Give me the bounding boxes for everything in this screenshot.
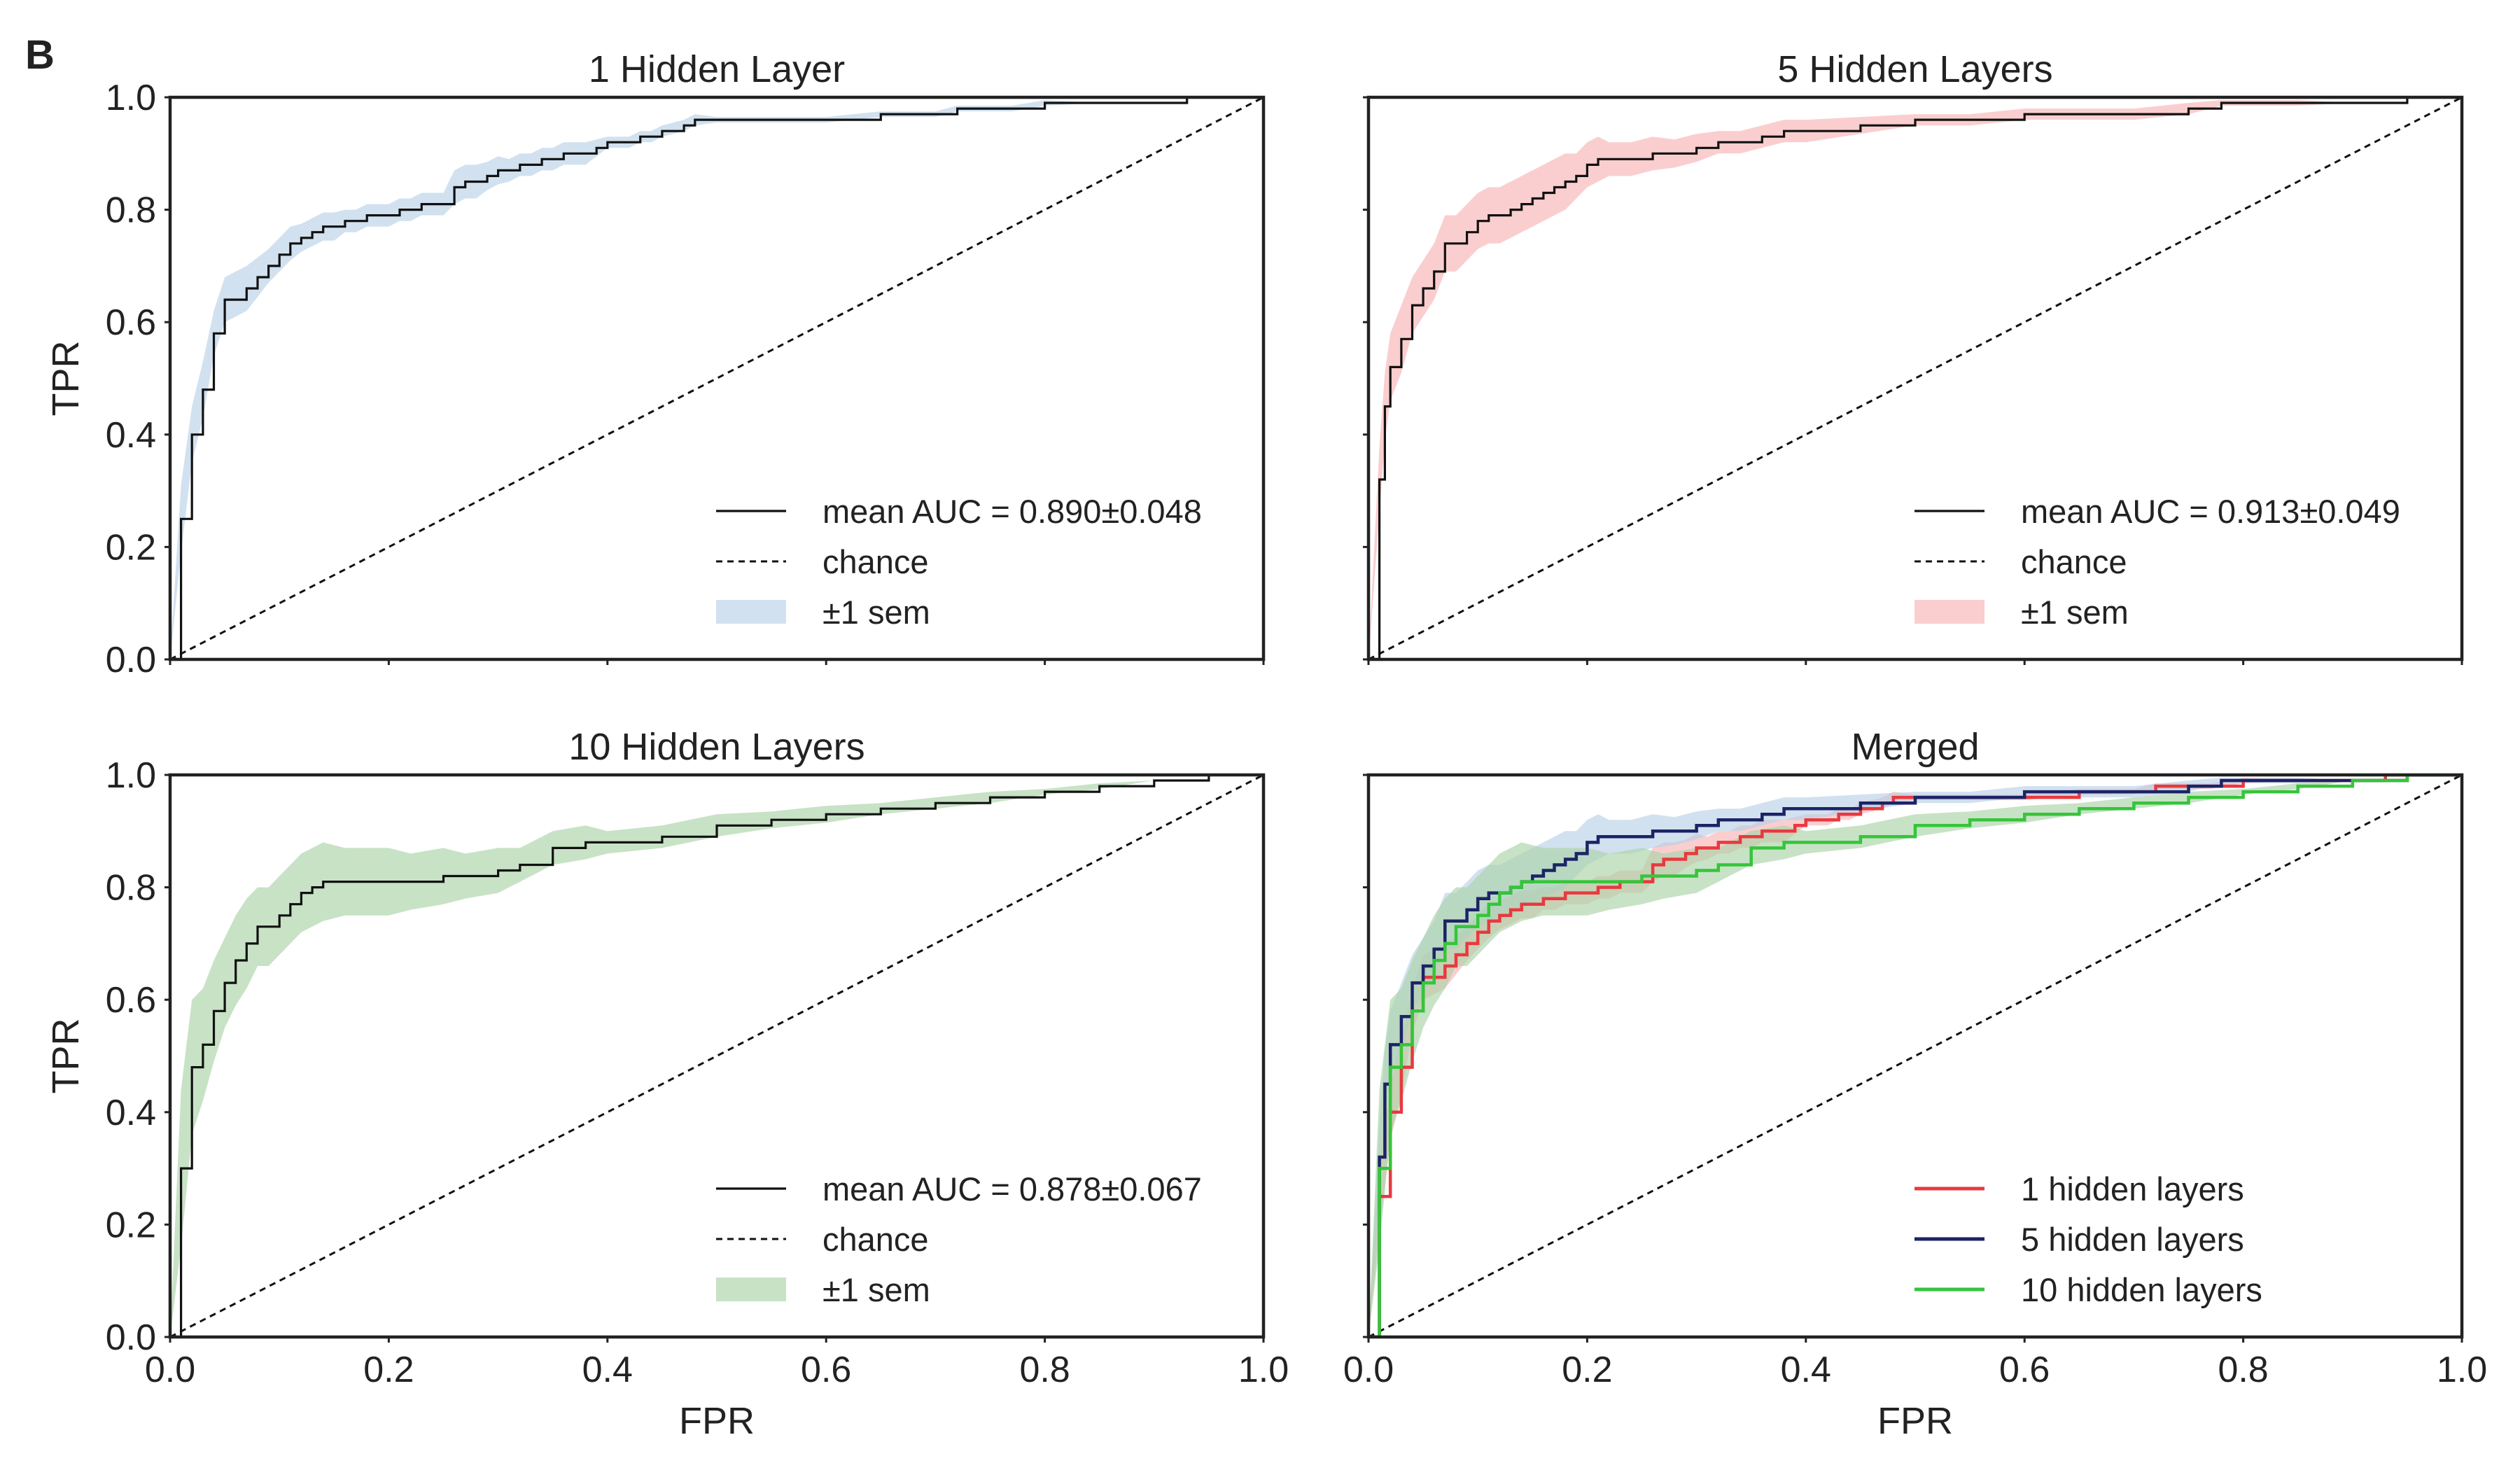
p2-title: 5 Hidden Layers bbox=[1777, 48, 2052, 90]
p3-mean-line bbox=[170, 775, 1264, 1337]
p3-ytick-label: 0.0 bbox=[106, 1317, 156, 1358]
p4-legend-label: 1 hidden layers bbox=[2021, 1170, 2244, 1208]
p1-data bbox=[170, 97, 1264, 659]
p1-mean-line bbox=[170, 97, 1264, 659]
p1-ytick-label: 0.0 bbox=[106, 640, 156, 680]
p1-chance-line bbox=[170, 97, 1264, 659]
p2-chance-line bbox=[1368, 97, 2462, 659]
p4-xtick-label: 0.4 bbox=[1781, 1350, 1831, 1390]
p2-legend-label: mean AUC = 0.913±0.049 bbox=[2021, 493, 2400, 530]
p2-legend-sample-band bbox=[1914, 600, 1984, 624]
p3-ylabel: TPR bbox=[45, 1018, 87, 1094]
p4-xtick-label: 0.8 bbox=[2218, 1350, 2268, 1390]
p3-chance-line bbox=[170, 775, 1264, 1337]
p4-xtick-label: 0.6 bbox=[1999, 1350, 2050, 1390]
p3-xlabel: FPR bbox=[679, 1400, 755, 1442]
p3-ytick-label: 0.4 bbox=[106, 1093, 156, 1133]
p3-xtick-label: 0.4 bbox=[582, 1350, 633, 1390]
p1-ytick-label: 0.2 bbox=[106, 527, 156, 568]
p1-legend-label: mean AUC = 0.890±0.048 bbox=[822, 493, 1202, 530]
p2-frame bbox=[1366, 95, 2464, 662]
panel-letter: B bbox=[25, 32, 55, 78]
p1-legend-label: chance bbox=[822, 543, 929, 580]
p1-ytick-label: 0.4 bbox=[106, 415, 156, 456]
p1-frame bbox=[168, 95, 1266, 662]
p3-ytick-label: 1.0 bbox=[106, 755, 156, 796]
p4-xtick-label: 1.0 bbox=[2437, 1350, 2487, 1390]
p2-mean-line bbox=[1368, 97, 2462, 659]
p3-legend-sample-band bbox=[716, 1278, 786, 1301]
p4-data bbox=[1368, 775, 2462, 1337]
p4-title: Merged bbox=[1851, 726, 1979, 768]
p2-legend-label: chance bbox=[2021, 543, 2127, 580]
p1-ytick-label: 0.8 bbox=[106, 190, 156, 231]
p3-legend-label: chance bbox=[822, 1221, 929, 1258]
p4-xlabel: FPR bbox=[1877, 1400, 1953, 1442]
p3-legend-label: mean AUC = 0.878±0.067 bbox=[822, 1170, 1202, 1208]
panel-p3: 10 Hidden Layers 0.0 0.2 0.4 0.6 0.8 1.0 0.0 0.2… bbox=[45, 726, 1289, 1442]
p3-xtick-label: 1.0 bbox=[1238, 1350, 1289, 1390]
panel-p4: Merged 0.0 0.2 0.4 0.6 0.8 1.0 FPR 1 hidden laye… bbox=[1343, 726, 2487, 1442]
panels-group: 1 Hidden Layer 0.0 0.2 0.4 0.6 0.8 1.0 TPR mean … bbox=[45, 48, 2487, 1442]
p3-frame bbox=[168, 773, 1266, 1339]
panel-p2: 5 Hidden Layers mean AUC = 0.913±0.049 cha… bbox=[1363, 48, 2464, 665]
p1-legend-label: ±1 sem bbox=[822, 594, 930, 631]
panel-p1: 1 Hidden Layer 0.0 0.2 0.4 0.6 0.8 1.0 TPR mean … bbox=[45, 48, 1266, 680]
p4-legend-label: 10 hidden layers bbox=[2021, 1271, 2262, 1308]
p4-chance-line bbox=[1368, 775, 2462, 1337]
p3-legend-label: ±1 sem bbox=[822, 1271, 930, 1308]
p3-xtick-label: 0.6 bbox=[801, 1350, 851, 1390]
p1-title: 1 Hidden Layer bbox=[589, 48, 845, 90]
p4-xtick-label: 0.0 bbox=[1343, 1350, 1394, 1390]
p1-ytick-label: 1.0 bbox=[106, 78, 156, 118]
p3-xtick-label: 0.0 bbox=[145, 1350, 195, 1390]
p4-legend-label: 5 hidden layers bbox=[2021, 1221, 2244, 1258]
p4-xtick-label: 0.2 bbox=[1562, 1350, 1612, 1390]
p1-ytick-label: 0.6 bbox=[106, 302, 156, 343]
p3-data bbox=[170, 775, 1264, 1337]
p3-ytick-label: 0.2 bbox=[106, 1205, 156, 1245]
p2-data bbox=[1368, 97, 2462, 659]
p4-line-2 bbox=[1368, 775, 2462, 1337]
p2-legend-label: ±1 sem bbox=[2021, 594, 2129, 631]
p3-ytick-label: 0.8 bbox=[106, 868, 156, 909]
p1-legend-sample-band bbox=[716, 600, 786, 624]
p3-xtick-label: 0.8 bbox=[1019, 1350, 1070, 1390]
p1-ylabel: TPR bbox=[45, 341, 87, 416]
p3-xtick-label: 0.2 bbox=[363, 1350, 414, 1390]
p3-title: 10 Hidden Layers bbox=[568, 726, 864, 768]
p4-frame bbox=[1366, 773, 2464, 1339]
p3-ytick-label: 0.6 bbox=[106, 980, 156, 1021]
p4-line-1 bbox=[1368, 775, 2462, 1337]
